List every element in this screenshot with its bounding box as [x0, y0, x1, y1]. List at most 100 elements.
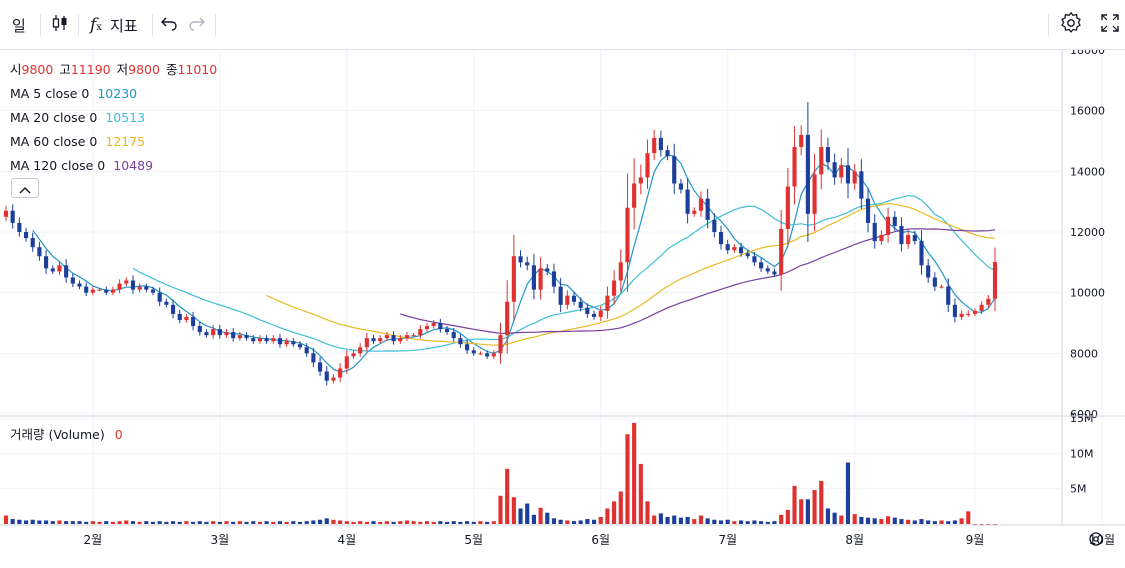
- settings-button[interactable]: [1060, 10, 1082, 40]
- candle-body: [899, 225, 904, 245]
- volume-bar: [451, 521, 456, 524]
- volume-legend: 거래량 (Volume) 0: [10, 424, 123, 443]
- candle-body: [124, 280, 129, 284]
- volume-bar: [338, 520, 343, 524]
- candle-body: [478, 353, 483, 355]
- candle-body: [852, 171, 857, 184]
- candle-body: [110, 289, 115, 293]
- top-toolbar: 일 fx 지표: [0, 0, 1125, 50]
- volume-bar: [371, 521, 376, 524]
- candle-body: [738, 247, 744, 254]
- candle-body: [979, 304, 984, 311]
- candle-body: [959, 313, 964, 317]
- price-tick-label: 6000: [1070, 408, 1098, 421]
- volume-bar: [805, 499, 810, 524]
- candle-body: [465, 344, 470, 351]
- collapse-legend-button[interactable]: [11, 178, 39, 198]
- gear-icon-center: [1093, 536, 1099, 542]
- candle-body: [10, 210, 15, 223]
- volume-bar: [498, 495, 503, 524]
- volume-bar: [344, 521, 349, 524]
- candle-body: [585, 307, 590, 314]
- candle-body: [612, 280, 617, 296]
- candle-body: [90, 289, 95, 293]
- candle-body: [404, 335, 410, 339]
- candle-body: [344, 356, 349, 369]
- volume-bar: [177, 521, 182, 524]
- candle-body: [364, 338, 369, 348]
- volume-bar: [946, 521, 951, 524]
- volume-bar: [959, 518, 964, 524]
- volume-bar: [257, 521, 263, 524]
- volume-bar: [705, 518, 710, 524]
- candle-body: [785, 186, 790, 229]
- candle-body: [170, 304, 176, 314]
- volume-bar: [284, 521, 289, 524]
- candle-body: [318, 362, 323, 372]
- volume-bar: [558, 519, 563, 524]
- volume-bar: [117, 521, 122, 524]
- volume-bar: [224, 521, 229, 524]
- time-tick-label: 6월: [591, 533, 610, 547]
- volume-bar: [605, 508, 610, 524]
- volume-bar: [698, 515, 704, 524]
- volume-bar: [712, 519, 717, 524]
- candle-body: [792, 147, 797, 187]
- ma-label: MA 60 close 0: [10, 134, 98, 149]
- volume-bar: [926, 520, 931, 524]
- volume-bar: [64, 521, 69, 524]
- volume-bar: [358, 521, 363, 524]
- volume-bar: [585, 519, 590, 524]
- candlestick-icon: [50, 13, 70, 37]
- candle-body: [458, 338, 463, 345]
- chart-type-button[interactable]: [50, 10, 70, 40]
- price-tick-label: 8000: [1070, 347, 1098, 360]
- candle-body: [505, 301, 510, 336]
- candle-body: [972, 310, 978, 314]
- candle-body: [384, 335, 389, 339]
- volume-bar: [104, 521, 109, 524]
- fullscreen-button[interactable]: [1100, 10, 1120, 40]
- candle-body: [919, 241, 924, 266]
- candle-body: [257, 338, 263, 342]
- volume-bar: [231, 521, 236, 524]
- volume-bar: [525, 503, 530, 524]
- candle-body: [438, 323, 443, 330]
- candle-body: [725, 244, 730, 251]
- volume-bar: [812, 490, 817, 524]
- volume-bar: [966, 511, 971, 524]
- price-chart[interactable]: 6000 8000 10000 12000 14000 16000 18000 5M 10M 15…: [0, 50, 1125, 568]
- volume-bar: [398, 521, 403, 524]
- time-tick-label: 7월: [718, 533, 737, 547]
- volume-bar: [732, 521, 737, 524]
- candle-body: [224, 332, 229, 336]
- undo-button[interactable]: [160, 10, 178, 40]
- volume-bar: [30, 519, 35, 524]
- candle-body: [3, 210, 9, 217]
- volume-bar: [50, 521, 55, 524]
- time-tick-label: 9월: [966, 533, 985, 547]
- volume-bar: [304, 521, 309, 524]
- volume-bar: [531, 514, 536, 524]
- candle-body: [752, 256, 757, 263]
- volume-bar: [491, 521, 496, 524]
- candle-body: [759, 262, 764, 269]
- candle-body: [277, 338, 283, 345]
- indicators-button[interactable]: fx 지표: [90, 10, 138, 40]
- volume-bar: [391, 521, 396, 524]
- volume-bar: [431, 521, 436, 524]
- volume-bar: [912, 520, 917, 524]
- candle-body: [97, 289, 102, 291]
- volume-tick-label: 10M: [1070, 447, 1094, 460]
- volume-bar: [545, 512, 550, 524]
- volume-bar: [932, 521, 937, 524]
- interval-button[interactable]: 일: [12, 10, 26, 40]
- volume-bar: [839, 515, 844, 524]
- candle-body: [678, 183, 683, 190]
- volume-bar: [638, 463, 643, 524]
- ma-line: [400, 228, 996, 335]
- redo-button[interactable]: [188, 10, 206, 40]
- candle-body: [84, 286, 89, 293]
- ma-legend-row: MA 60 close 0 12175: [10, 130, 223, 154]
- candle-body: [832, 162, 837, 178]
